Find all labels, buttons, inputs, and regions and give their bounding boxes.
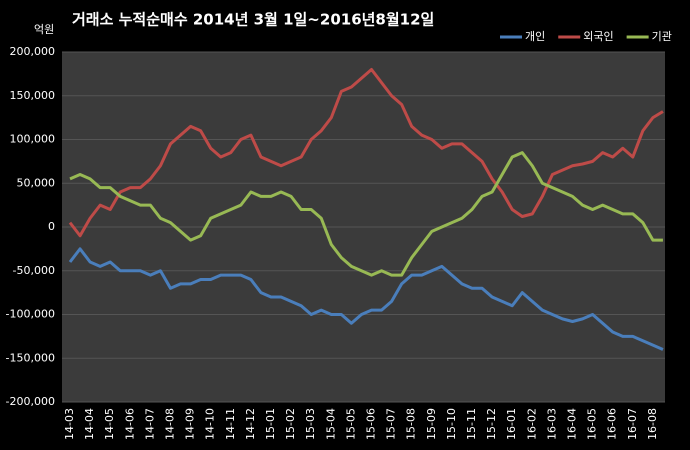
y-tick-label: -200,000 [6, 395, 55, 408]
x-tick-label: 16-01 [505, 408, 518, 440]
x-tick-label: 14-05 [103, 408, 116, 440]
x-tick-label: 14-12 [244, 408, 257, 440]
x-tick-label: 14-07 [143, 408, 156, 440]
x-tick-label: 16-03 [545, 408, 558, 440]
x-tick-label: 15-01 [264, 408, 277, 440]
y-tick-label: -100,000 [6, 308, 55, 321]
y-tick-label: -50,000 [13, 264, 55, 277]
x-tick-label: 14-08 [164, 408, 177, 440]
x-tick-label: 14-09 [184, 408, 197, 440]
y-tick-label: 100,000 [10, 133, 56, 146]
y-tick-label: 150,000 [10, 89, 56, 102]
x-tick-label: 15-09 [425, 408, 438, 440]
x-tick-label: 16-02 [525, 408, 538, 440]
x-tick-label: 15-07 [385, 408, 398, 440]
line-series [68, 68, 664, 238]
x-tick-label: 15-02 [284, 408, 297, 440]
x-tick-label: 16-06 [606, 408, 619, 440]
y-tick-label: -150,000 [6, 351, 55, 364]
line-series [69, 151, 663, 277]
x-tick-label: 14-11 [224, 408, 237, 440]
x-tick-label: 16-05 [586, 408, 599, 440]
x-tick-label: 15-03 [304, 408, 317, 440]
x-tick-label: 16-08 [646, 408, 659, 440]
x-tick-label: 15-08 [405, 408, 418, 440]
x-tick-label: 14-06 [123, 408, 136, 440]
legend-label: 기관 [652, 30, 672, 43]
legend-label: 개인 [525, 30, 545, 43]
x-tick-label: 14-04 [83, 408, 96, 440]
x-tick-label: 15-04 [324, 408, 337, 440]
chart-title: 거래소 누적순매수 2014년 3월 1일~2016년8월12일 [72, 11, 434, 29]
x-tick-label: 15-11 [465, 408, 478, 440]
x-tick-label: 15-06 [365, 408, 378, 440]
x-tick-label: 16-04 [566, 408, 579, 440]
y-unit: 억원 [34, 23, 54, 36]
x-tick-label: 15-05 [344, 408, 357, 440]
y-tick-label: 0 [48, 220, 55, 233]
y-tick-label: 50,000 [17, 176, 56, 189]
legend-label: 외국인 [583, 30, 613, 43]
x-tick-label: 14-10 [204, 408, 217, 440]
x-tick-label: 15-12 [485, 408, 498, 440]
y-tick-label: 200,000 [10, 45, 56, 58]
x-tick-label: 15-10 [445, 408, 458, 440]
line-series [68, 247, 664, 351]
x-tick-label: 14-03 [63, 408, 76, 440]
x-tick-label: 16-07 [626, 408, 639, 440]
